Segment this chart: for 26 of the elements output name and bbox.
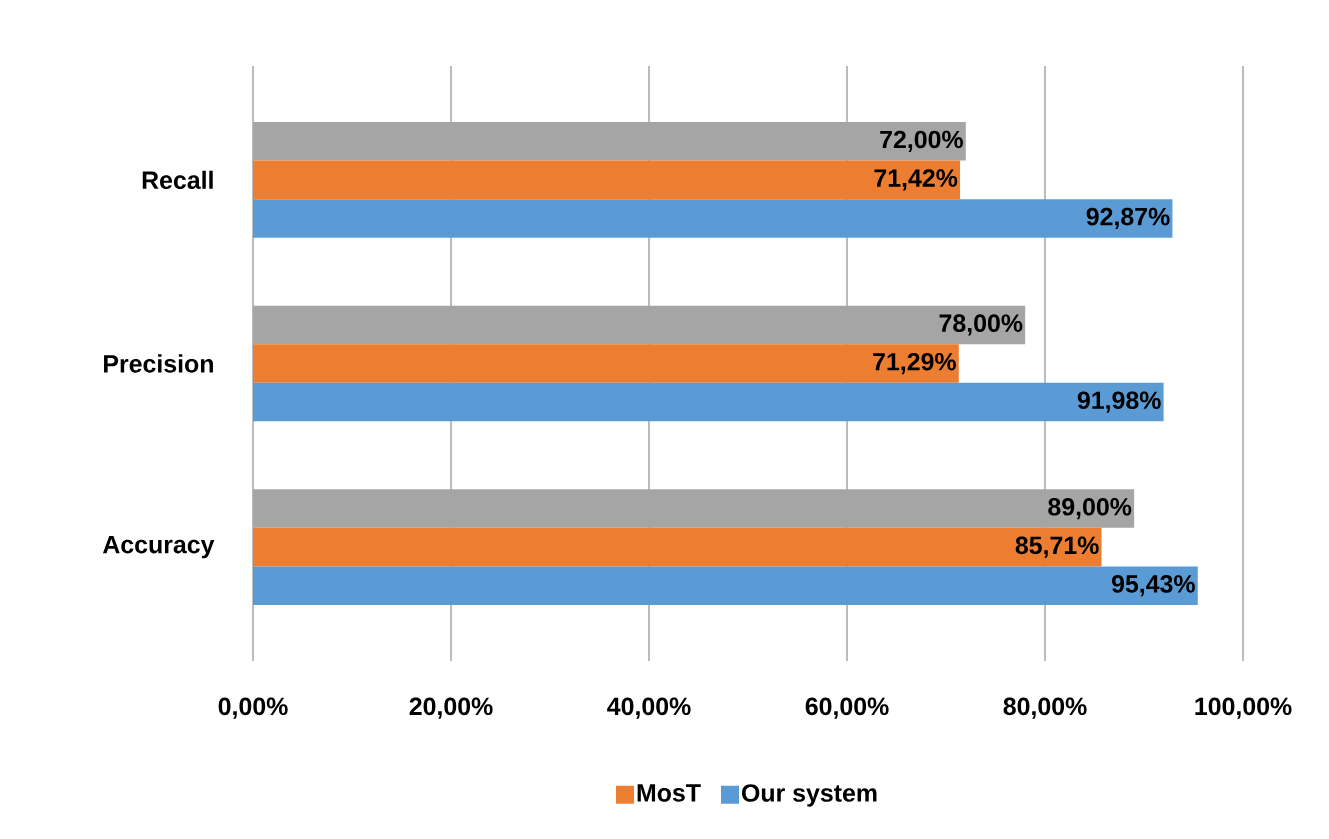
data-label: 89,00% bbox=[1048, 497, 1132, 520]
x-tick-label: 100,00% bbox=[1195, 697, 1292, 719]
legend-label: Our system bbox=[742, 784, 877, 807]
data-label: 91,98% bbox=[1077, 391, 1161, 413]
data-label: 95,43% bbox=[1111, 575, 1195, 597]
bar bbox=[253, 199, 1173, 238]
data-label: 71,29% bbox=[873, 352, 956, 375]
x-tick-label: 20,00% bbox=[409, 697, 493, 719]
x-tick-label: 40,00% bbox=[607, 697, 691, 719]
y-tick-label: Accuracy bbox=[102, 535, 215, 559]
x-tick-label: 80,00% bbox=[1003, 697, 1087, 719]
data-label: 92,87% bbox=[1086, 207, 1170, 230]
bar bbox=[253, 344, 959, 383]
data-label: 72,00% bbox=[880, 130, 963, 152]
x-tick-label: 0,00% bbox=[218, 697, 288, 719]
data-label: 71,42% bbox=[874, 169, 958, 191]
bar bbox=[253, 527, 1102, 567]
bar bbox=[253, 160, 961, 200]
data-label: 78,00% bbox=[939, 314, 1023, 336]
bar bbox=[253, 566, 1198, 605]
y-tick-label: Precision bbox=[104, 354, 213, 373]
bar bbox=[253, 382, 1164, 422]
x-tick-label: 60,00% bbox=[805, 697, 889, 719]
legend-label: MosT bbox=[637, 784, 701, 802]
y-tick-label: Recall bbox=[142, 170, 213, 190]
data-label: 85,71% bbox=[1015, 536, 1099, 558]
